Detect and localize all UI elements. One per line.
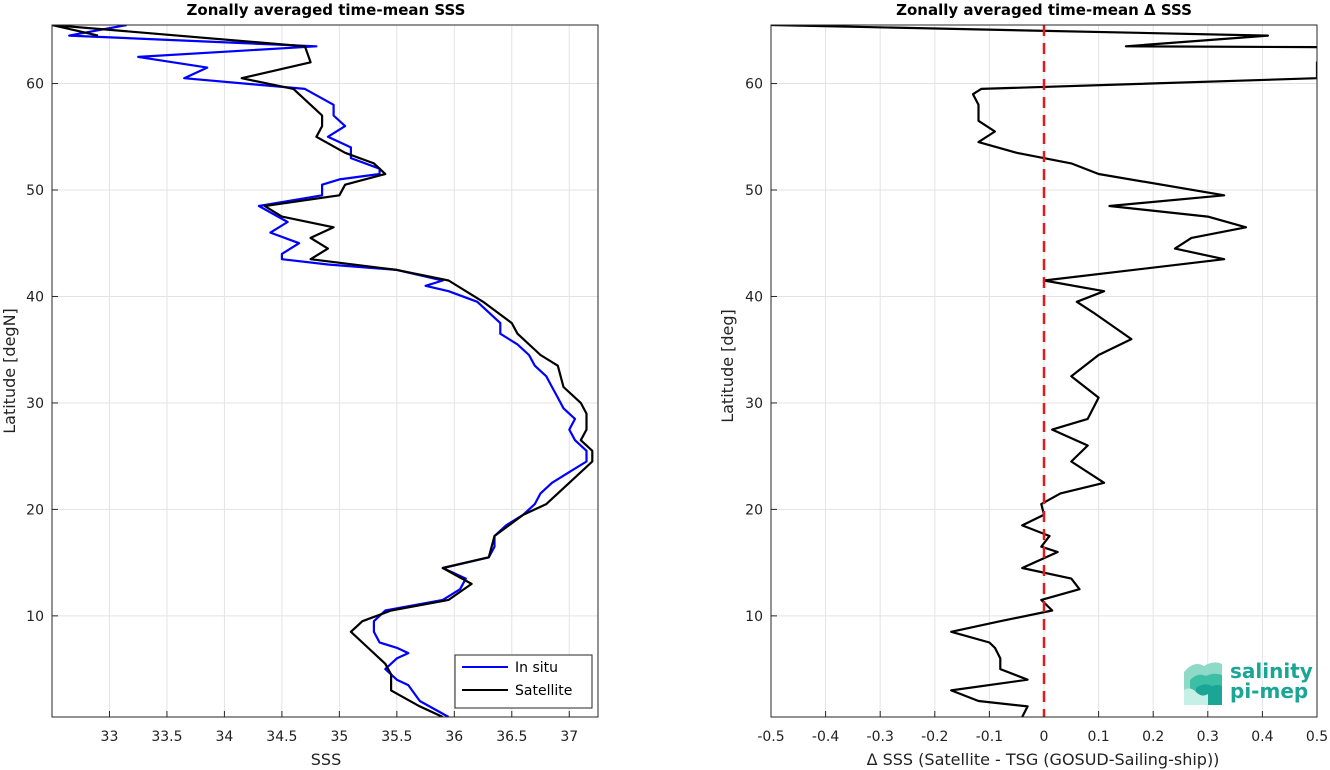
x-tick-label: 0.2 [1142, 729, 1164, 745]
y-tick-label: 40 [745, 289, 763, 305]
x-tick-label: 36 [445, 729, 463, 745]
x-tick-label: -0.3 [867, 729, 894, 745]
x-tick-label: -0.2 [921, 729, 948, 745]
right-chart-title: Zonally averaged time-mean Δ SSS [896, 1, 1192, 19]
x-tick-label: 33 [101, 729, 119, 745]
y-tick-label: 30 [745, 396, 763, 412]
left-chart: 33 33.5 34 34.5 35 35.5 36 36.5 37 102030405060 … [0, 1, 599, 769]
y-tick-label: 60 [26, 77, 44, 93]
legend: In situ Satellite [454, 654, 593, 709]
right-chart: -0.5 -0.4 -0.3 -0.2 -0.1 0 0.1 0.2 0.3 0.4 0.5 10 2… [718, 1, 1328, 769]
right-y-tick-labels: 10 20 30 40 50 60 [745, 77, 763, 625]
left-plot-area [52, 25, 598, 717]
x-tick-label: 36.5 [496, 729, 527, 745]
x-tick-label: 0.3 [1197, 729, 1219, 745]
left-series-group [52, 25, 594, 717]
y-tick-label: 10 [26, 609, 44, 625]
x-tick-label: -0.1 [976, 729, 1003, 745]
y-tick-label: 20 [26, 502, 44, 518]
legend-box [454, 654, 593, 709]
y-tick-label: 20 [745, 502, 763, 518]
left-x-tick-labels: 33 33.5 34 34.5 35 35.5 36 36.5 37 [101, 729, 579, 745]
legend-label-in-situ: In situ [515, 660, 558, 676]
right-y-axis-label: Latitude [deg] [718, 309, 737, 423]
left-gridlines [52, 25, 598, 717]
right-x-tick-labels: -0.5 -0.4 -0.3 -0.2 -0.1 0 0.1 0.2 0.3 0.4 0.5 [757, 729, 1328, 745]
right-axes-box [770, 24, 1318, 718]
x-tick-label: 37 [560, 729, 578, 745]
x-tick-label: 0 [1040, 729, 1049, 745]
x-tick-label: 0.5 [1306, 729, 1328, 745]
y-tick-label: 60 [745, 77, 763, 93]
salinity-pi-mep-logo: salinity pi-mep [1184, 659, 1313, 705]
logo-text-salinity: salinity [1230, 659, 1313, 683]
legend-label-satellite: Satellite [515, 683, 572, 699]
x-tick-label: 34 [216, 729, 234, 745]
y-tick-label: 50 [26, 183, 44, 199]
right-series-group [771, 25, 1317, 717]
y-tick-label: 40 [26, 289, 44, 305]
x-tick-label: 34.5 [266, 729, 297, 745]
left-chart-title: Zonally averaged time-mean SSS [187, 1, 466, 19]
y-tick-label: 10 [745, 609, 763, 625]
left-y-axis-label: Latitude [degN] [0, 308, 19, 434]
x-tick-label: 0.1 [1087, 729, 1109, 745]
x-tick-label: 35.5 [381, 729, 412, 745]
right-x-axis-label: Δ SSS (Satellite - TSG (GOSUD-Sailing-sh… [867, 750, 1220, 769]
x-tick-label: -0.5 [757, 729, 784, 745]
left-axes-box [51, 24, 599, 718]
y-tick-label: 50 [745, 183, 763, 199]
logo-text-pi-mep: pi-mep [1230, 679, 1308, 703]
x-tick-label: 33.5 [151, 729, 182, 745]
x-tick-label: 35 [330, 729, 348, 745]
y-tick-label: 30 [26, 396, 44, 412]
x-tick-label: 0.4 [1251, 729, 1273, 745]
series-line-delta-sss [771, 25, 1317, 717]
series-line-satellite [52, 25, 594, 717]
left-x-axis-label: SSS [311, 750, 341, 769]
left-y-tick-labels: 10 20 30 40 50 60 [26, 77, 44, 625]
x-tick-label: -0.4 [812, 729, 839, 745]
logo-wave-icon [1184, 662, 1222, 705]
